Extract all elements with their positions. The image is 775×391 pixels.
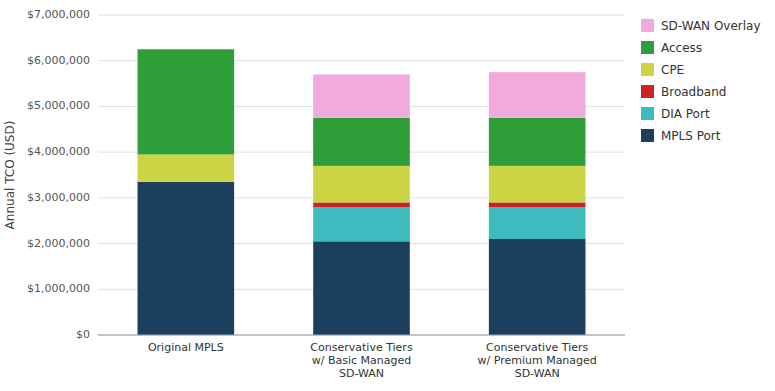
grid-line [98, 335, 625, 336]
bar-segment [489, 239, 586, 335]
x-axis: Original MPLSConservative Tiersw/ Basic … [98, 335, 625, 380]
bar-segment [313, 241, 410, 335]
bar-segment [138, 49, 235, 50]
y-axis-label: Annual TCO (USD) [3, 121, 17, 230]
legend-label: SD-WAN Overlay [661, 19, 761, 33]
x-tick-label: Conservative Tiersw/ Basic ManagedSD-WAN [310, 341, 413, 380]
x-tick-label: Conservative Tiersw/ Premium ManagedSD-W… [478, 341, 597, 380]
legend-label: Access [661, 41, 702, 55]
y-tick-label: $6,000,000 [27, 54, 90, 67]
x-tick-label-line: w/ Premium Managed [478, 354, 597, 367]
bar-segment [313, 207, 410, 241]
y-tick-label: $4,000,000 [27, 145, 90, 158]
bar-segment [138, 154, 235, 181]
chart-container: $0 $1,000,000 $2,000,000 $3,000,000 $4,000,0… [0, 0, 775, 391]
bar-segment [313, 202, 410, 207]
y-tick-label: $2,000,000 [27, 237, 90, 250]
bar-segment [489, 207, 586, 239]
x-tick-label-line: Conservative Tiers [310, 341, 413, 354]
legend-swatch [641, 41, 654, 54]
y-tick-label: $3,000,000 [27, 191, 90, 204]
bar-segment [489, 72, 586, 118]
legend-label: DIA Port [661, 107, 710, 121]
y-tick-label: $7,000,000 [27, 8, 90, 21]
legend-label: MPLS Port [661, 129, 721, 143]
legend-swatch [641, 19, 654, 32]
bar-segment [138, 182, 235, 335]
y-tick-label: $5,000,000 [27, 99, 90, 112]
bar-segment [313, 74, 410, 117]
legend-swatch [641, 85, 654, 98]
x-tick-label-line: SD-WAN [339, 367, 384, 380]
x-tick-label-line: SD-WAN [515, 367, 560, 380]
chart-svg: $0 $1,000,000 $2,000,000 $3,000,000 $4,000,0… [0, 0, 775, 391]
y-axis: $0 $1,000,000 $2,000,000 $3,000,000 $4,000,0… [27, 8, 90, 341]
legend-swatch [641, 129, 654, 142]
legend: SD-WAN Overlay Access CPE Broadband DIA Port… [641, 19, 761, 143]
x-axis-line [98, 335, 625, 336]
bars [138, 49, 586, 335]
bar-segment [489, 202, 586, 207]
x-tick-label-line: Conservative Tiers [486, 341, 589, 354]
legend-label: Broadband [661, 85, 726, 99]
bar-segment [489, 118, 586, 166]
page: {"chart_data": { "type": "bar", "stacked… [0, 0, 775, 391]
bar-segment [313, 166, 410, 203]
legend-label: CPE [661, 63, 684, 77]
legend-swatch [641, 107, 654, 120]
bar-segment [489, 166, 586, 203]
y-tick-label: $1,000,000 [27, 282, 90, 295]
x-tick-label-line: w/ Basic Managed [312, 354, 412, 367]
y-tick-label: $0 [76, 328, 90, 341]
grid [98, 15, 625, 335]
grid-line [98, 15, 625, 16]
x-tick-label-line: Original MPLS [148, 341, 224, 354]
bar-segment [313, 118, 410, 166]
x-tick-label: Original MPLS [148, 341, 224, 354]
legend-swatch [641, 63, 654, 76]
bar-segment [138, 49, 235, 154]
